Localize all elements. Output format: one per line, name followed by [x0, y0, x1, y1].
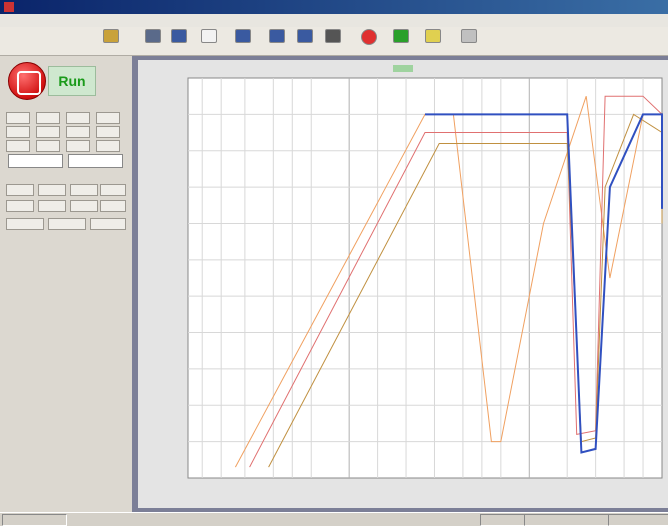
stop-icon — [361, 29, 377, 45]
panel-button[interactable] — [36, 126, 60, 138]
toolbar-button[interactable] — [230, 29, 256, 53]
status-cell — [480, 514, 525, 526]
panel-button[interactable] — [36, 112, 60, 124]
chart-frame — [138, 60, 668, 508]
page-icon — [201, 29, 217, 43]
toolbar — [0, 27, 668, 56]
panel-button[interactable] — [48, 218, 86, 230]
save-icon — [145, 29, 161, 43]
panel-button[interactable] — [6, 200, 34, 212]
panel-button[interactable] — [36, 140, 60, 152]
toolbar-button[interactable] — [456, 29, 482, 53]
chart-title — [393, 65, 413, 72]
panel-button[interactable] — [96, 126, 120, 138]
chart-area — [134, 56, 668, 512]
app-icon — [4, 2, 14, 12]
toolbar-button[interactable] — [98, 29, 124, 53]
graph-icon — [171, 29, 187, 43]
value-field[interactable] — [68, 154, 123, 168]
open-folder-icon — [103, 29, 119, 43]
panel-button[interactable] — [6, 140, 30, 152]
menu-bar — [0, 14, 668, 28]
status-cell — [524, 514, 609, 526]
run-icon — [393, 29, 409, 43]
chart-icon — [235, 29, 251, 43]
panel-button[interactable] — [6, 184, 34, 196]
chart-icon — [269, 29, 285, 43]
panel-button[interactable] — [38, 184, 66, 196]
control-panel: Run — [0, 56, 134, 512]
panel-button[interactable] — [90, 218, 126, 230]
status-bar — [0, 512, 668, 526]
title-bar — [0, 0, 668, 14]
toolbar-button[interactable] — [356, 29, 382, 53]
panel-button[interactable] — [100, 200, 126, 212]
run-button[interactable]: Run — [48, 66, 96, 96]
stop-icon — [17, 71, 41, 95]
toolbar-button[interactable] — [292, 29, 318, 53]
toolbar-button[interactable] — [264, 29, 290, 53]
chart-icon — [297, 29, 313, 43]
series-line — [425, 113, 663, 454]
chart-title-wrap — [138, 62, 668, 72]
plot-background — [187, 77, 663, 479]
arrow-icon — [325, 29, 341, 43]
stop-button[interactable] — [8, 62, 46, 100]
toolbar-button[interactable] — [140, 29, 166, 53]
panel-button[interactable] — [38, 200, 66, 212]
help-icon — [425, 29, 441, 43]
panel-button[interactable] — [96, 140, 120, 152]
toolbar-button[interactable] — [420, 29, 446, 53]
panel-button[interactable] — [6, 126, 30, 138]
panel-button[interactable] — [70, 184, 98, 196]
panel-button[interactable] — [100, 184, 126, 196]
toolbar-button[interactable] — [320, 29, 346, 53]
panel-button[interactable] — [70, 200, 98, 212]
status-cell — [608, 514, 668, 526]
chart-svg — [187, 77, 663, 479]
panel-button[interactable] — [96, 112, 120, 124]
toolbar-button[interactable] — [388, 29, 414, 53]
info-icon — [461, 29, 477, 43]
toolbar-button[interactable] — [196, 29, 222, 53]
panel-button[interactable] — [66, 112, 90, 124]
value-field[interactable] — [8, 154, 63, 168]
status-cell — [2, 514, 67, 526]
panel-button[interactable] — [66, 126, 90, 138]
panel-button[interactable] — [66, 140, 90, 152]
panel-button[interactable] — [6, 218, 44, 230]
panel-button[interactable] — [6, 112, 30, 124]
toolbar-button[interactable] — [166, 29, 192, 53]
